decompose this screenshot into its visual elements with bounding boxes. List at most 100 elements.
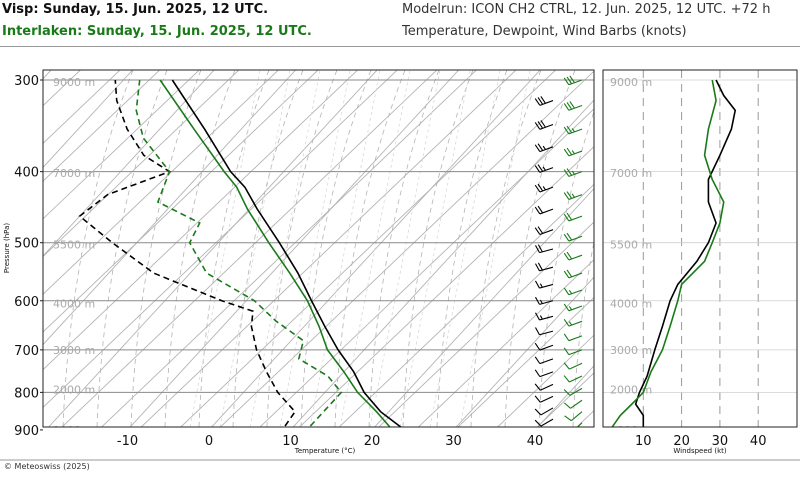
temperature-tick-label: -10 <box>117 434 138 449</box>
barb-feather <box>537 262 543 271</box>
axis-labels: 300 400 500 600 700 800 900 -10 0 10 20 30 40 10 20 30 4… <box>3 74 766 455</box>
windspeed-frame <box>602 69 798 428</box>
dewpoint-line-interlaken <box>135 79 343 427</box>
barb-half-feather <box>568 321 573 326</box>
barb-feather <box>534 342 541 351</box>
barb-feather <box>534 227 541 235</box>
barb-staff <box>568 320 583 327</box>
dry-adiabat-line <box>714 50 800 447</box>
dry-adiabat-line <box>378 221 594 427</box>
barb-staff <box>539 358 554 365</box>
wind-barb-visp <box>534 244 554 254</box>
isotherm-line <box>374 187 594 427</box>
barb-feather <box>534 395 541 403</box>
barb-half-feather <box>568 306 573 311</box>
barb-staff <box>573 433 582 444</box>
wind-barb-visp <box>534 164 554 173</box>
wind-barb-interlaken <box>563 147 583 157</box>
barb-staff <box>539 266 554 272</box>
header-location-visp: Visp: Sunday, 15. Jun. 2025, 12 UTC. <box>2 2 269 17</box>
barb-feather <box>534 245 540 253</box>
barb-feather <box>563 333 570 342</box>
barb-feather <box>566 232 573 241</box>
isotherm-line <box>292 99 594 427</box>
header-location-interlaken: Interlaken: Sunday, 15. Jun. 2025, 12 UT… <box>2 24 312 39</box>
barb-staff <box>540 395 554 403</box>
dry-adiabat-line <box>259 108 594 427</box>
barb-feather <box>540 120 546 128</box>
wind-barb-interlaken <box>563 269 583 279</box>
wind-barb-interlaken <box>563 168 583 177</box>
barb-feather <box>537 183 544 192</box>
barb-half-feather <box>539 315 543 320</box>
wind-barb-interlaken <box>563 333 583 342</box>
mixing-ratio-line <box>219 70 291 427</box>
barb-feather <box>564 415 572 422</box>
moist-adiabat-line <box>300 70 372 427</box>
barb-feather <box>534 206 541 215</box>
header-subtitle: Temperature, Dewpoint, Wind Barbs (knots… <box>402 24 687 39</box>
wind-barb-interlaken <box>563 303 583 312</box>
mixing-ratio-line <box>279 70 351 427</box>
dry-adiabat-line <box>298 145 594 427</box>
barb-feather <box>566 251 573 260</box>
barb-staff <box>569 375 583 383</box>
dry-adiabat-line <box>675 50 800 447</box>
moist-adiabat-line <box>402 70 474 427</box>
skewt-grid: 9000 m 7000 m 5500 m 4000 m 3000 m 2000 m 1000… <box>43 50 800 447</box>
barb-half-feather <box>539 299 543 304</box>
wind-barb-visp <box>534 356 554 365</box>
wind-barb-visp <box>534 143 554 153</box>
barb-feather <box>566 212 573 221</box>
barb-feather <box>563 169 570 177</box>
mixing-ratio-line <box>189 70 261 427</box>
skewt-profiles <box>78 75 583 444</box>
temperature-line-interlaken <box>159 79 391 427</box>
moist-adiabat-line <box>368 70 440 427</box>
pressure-tick-label: 800 <box>14 386 39 401</box>
wind-barb-interlaken <box>563 101 583 111</box>
isotherm-line <box>43 70 215 257</box>
skewt-frame <box>42 69 595 428</box>
wind-barb-interlaken <box>576 422 583 427</box>
barb-feather <box>566 125 573 134</box>
barb-half-feather <box>542 166 546 171</box>
windspeed-height-label: 7000 m <box>610 167 652 180</box>
height-label: 1000 m <box>53 424 95 437</box>
pressure-tick-label: 400 <box>14 166 39 181</box>
wind-barb-visp <box>534 418 554 427</box>
wind-barb-visp <box>534 183 554 193</box>
barb-half-feather <box>571 170 575 175</box>
barb-feather <box>534 280 540 289</box>
height-label: 4000 m <box>53 297 95 310</box>
barb-staff <box>568 128 583 135</box>
wind-barb-interlaken <box>563 212 583 222</box>
isotherm-line <box>211 70 541 427</box>
moist-adiabat-line <box>266 70 338 427</box>
dry-adiabat-line <box>338 183 594 427</box>
barb-staff <box>568 272 583 279</box>
barb-staff <box>568 349 583 356</box>
barb-feather <box>563 213 570 222</box>
windspeed-tick-label: 30 <box>712 434 729 449</box>
barb-feather <box>566 102 573 110</box>
copyright-text: © Meteoswiss (2025) <box>4 462 90 471</box>
wind-barb-interlaken <box>571 433 582 444</box>
barb-feather <box>563 362 570 370</box>
wind-barb-visp <box>534 296 554 305</box>
windspeed-height-label: 4000 m <box>610 297 652 310</box>
barb-feather <box>534 144 541 152</box>
barb-feather <box>563 287 570 296</box>
barb-staff <box>569 387 583 396</box>
barb-feather <box>569 101 575 109</box>
height-label: 7000 m <box>53 167 95 180</box>
height-label: 2000 m <box>53 384 95 397</box>
barb-half-feather <box>571 128 575 133</box>
barb-feather <box>540 96 546 104</box>
wind-barb-visp <box>534 395 554 403</box>
barb-feather <box>534 296 540 305</box>
dry-adiabat-line <box>754 50 800 447</box>
barb-staff <box>568 335 583 342</box>
moist-adiabat-line <box>62 70 134 427</box>
barb-staff <box>539 300 554 305</box>
